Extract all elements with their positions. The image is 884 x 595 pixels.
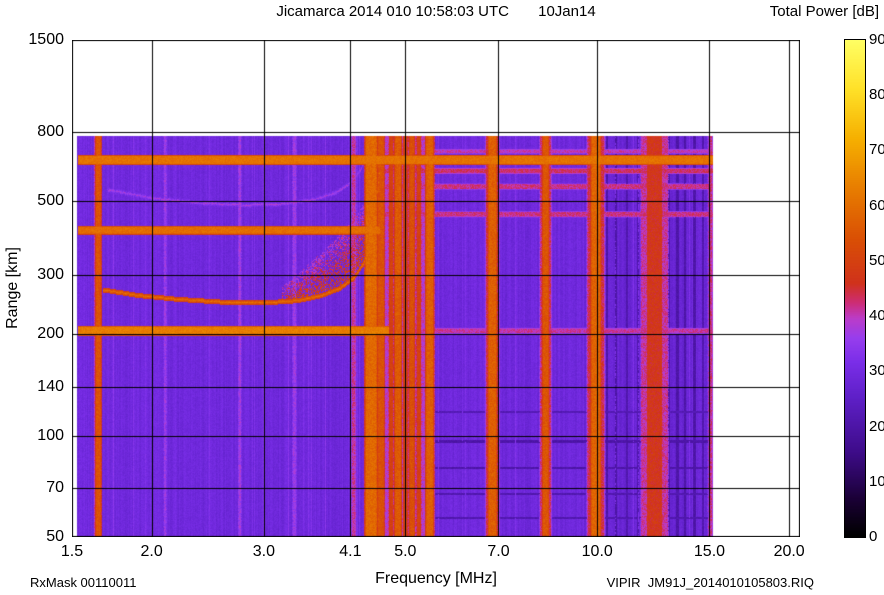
y-tick-label: 50: [46, 528, 64, 545]
y-tick-label: 100: [37, 426, 64, 444]
y-tick-label: 1500: [28, 31, 64, 48]
colorbar-canvas: [844, 39, 866, 538]
x-tick-label: 5.0: [394, 543, 417, 560]
colorbar-tick-label: 50: [869, 251, 884, 269]
colorbar-tick-label: 20: [869, 417, 884, 435]
colorbar-tick-label: 60: [869, 196, 884, 214]
x-tick-label: 1.5: [60, 543, 84, 560]
rxmask-label: RxMask 00110011: [30, 575, 137, 590]
x-tick-label: 20.0: [773, 543, 805, 560]
x-tick-label: 2.0: [140, 543, 163, 560]
x-tick-label: 15.0: [693, 543, 726, 560]
plot-title: Jicamarca 2014 010 10:58:03 UTC 10Jan14: [276, 3, 596, 20]
y-tick-label: 140: [37, 377, 64, 395]
colorbar-tick-label: 90: [869, 31, 884, 48]
colorbar-tick-label: 10: [869, 472, 884, 490]
x-tick-label: 10.0: [581, 543, 613, 560]
y-tick-label: 200: [37, 325, 64, 343]
colorbar-tick-label: 0: [869, 528, 878, 545]
colorbar-tick-label: 30: [869, 362, 884, 380]
y-tick-label: 70: [46, 478, 64, 496]
colorbar-tick-label: 80: [869, 86, 884, 104]
heatmap-canvas: [72, 40, 800, 537]
y-tick-label: 300: [37, 266, 64, 284]
y-tick-label: 500: [37, 191, 64, 209]
x-tick-label: 7.0: [487, 543, 510, 560]
file-reference-label: VIPIR JM91J_2014010105803.RIQ: [606, 575, 814, 590]
x-tick-label: 4.1: [339, 543, 362, 560]
x-tick-label: 3.0: [252, 543, 276, 560]
x-axis-label: Frequency [MHz]: [375, 570, 497, 587]
colorbar-title: Total Power [dB]: [769, 3, 879, 20]
colorbar-tick-label: 70: [869, 141, 884, 159]
y-tick-label: 800: [37, 122, 64, 140]
y-axis-label: Range [km]: [4, 247, 21, 329]
colorbar-tick-label: 40: [869, 307, 884, 325]
